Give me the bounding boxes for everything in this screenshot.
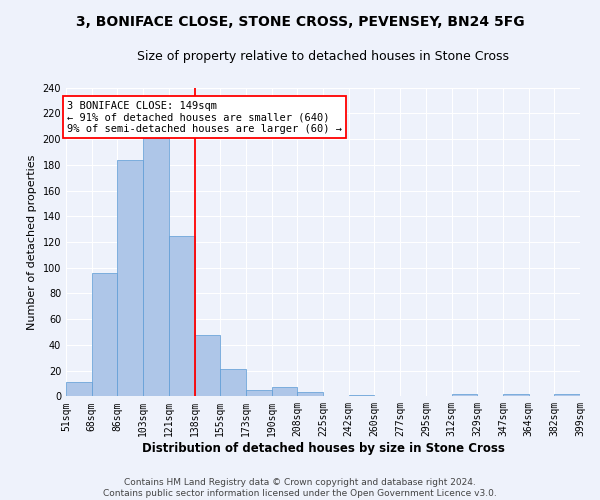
Bar (143, 138, 169, 396)
Text: 3 BONIFACE CLOSE: 149sqm
← 91% of detached houses are smaller (640)
9% of semi-d: 3 BONIFACE CLOSE: 149sqm ← 91% of detach… (67, 100, 343, 134)
Bar (92, 273, 118, 396)
Bar (246, 390, 272, 396)
Bar (66, 382, 92, 396)
Bar (220, 370, 246, 396)
Bar (298, 392, 323, 396)
Bar (554, 394, 580, 396)
Bar (118, 160, 143, 396)
Bar (349, 395, 374, 396)
Bar (169, 236, 194, 396)
Text: Contains HM Land Registry data © Crown copyright and database right 2024.
Contai: Contains HM Land Registry data © Crown c… (103, 478, 497, 498)
Y-axis label: Number of detached properties: Number of detached properties (27, 154, 37, 330)
X-axis label: Distribution of detached houses by size in Stone Cross: Distribution of detached houses by size … (142, 442, 505, 455)
Bar (503, 394, 529, 396)
Title: Size of property relative to detached houses in Stone Cross: Size of property relative to detached ho… (137, 50, 509, 63)
Bar (272, 388, 298, 396)
Bar (194, 334, 220, 396)
Bar (452, 394, 477, 396)
Text: 3, BONIFACE CLOSE, STONE CROSS, PEVENSEY, BN24 5FG: 3, BONIFACE CLOSE, STONE CROSS, PEVENSEY… (76, 15, 524, 29)
